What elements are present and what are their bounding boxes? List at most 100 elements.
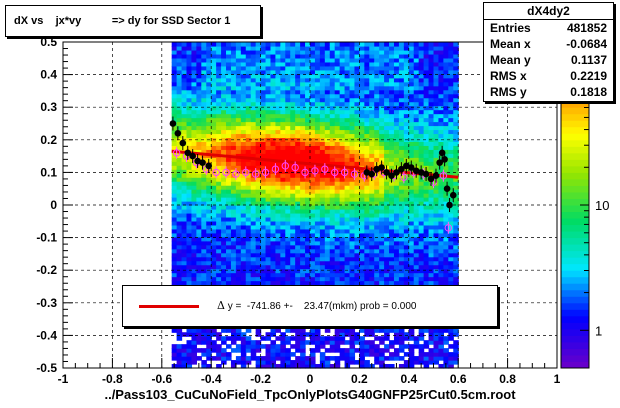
heatmap-cell [433, 272, 440, 278]
heatmap-cell [300, 109, 306, 115]
black-point [174, 129, 182, 137]
heatmap-cell [226, 197, 232, 202]
heatmap-cell [240, 256, 247, 262]
heatmap-cell [334, 129, 341, 135]
heatmap-cell [438, 328, 444, 333]
heatmap-cell [448, 121, 454, 127]
heatmap-cell [260, 344, 267, 349]
heatmap-cell [369, 117, 375, 123]
heatmap-cell [230, 201, 237, 206]
heatmap-cell [418, 232, 425, 238]
heatmap-cell [334, 201, 341, 206]
heatmap-cell [221, 280, 227, 286]
heatmap-cell [211, 81, 217, 87]
heatmap-cell [339, 129, 346, 135]
heatmap-cell [389, 89, 395, 95]
heatmap-cell [196, 252, 202, 258]
heatmap-cell [423, 125, 430, 131]
heatmap-cell [310, 105, 316, 111]
heatmap-cell [245, 153, 252, 158]
heatmap-cell [191, 117, 197, 123]
heatmap-cell [181, 332, 188, 337]
stats-row-rms-x: RMS x 0.2219 [484, 68, 613, 84]
heatmap-cell [319, 133, 326, 139]
heatmap-cell [181, 109, 188, 115]
heatmap-cell [280, 57, 286, 63]
heatmap-cell [270, 248, 277, 254]
x-tick-label: 0 [307, 372, 314, 386]
heatmap-cell [176, 201, 183, 206]
heatmap-cell [171, 260, 178, 266]
heatmap-cell [433, 356, 440, 361]
heatmap-cell [250, 42, 257, 47]
heatmap-cell [171, 205, 178, 210]
heatmap-cell [216, 45, 222, 51]
palette-band [561, 107, 589, 115]
heatmap-cell [359, 344, 365, 349]
heatmap-cell [443, 352, 449, 357]
heatmap-cell [270, 161, 277, 166]
heatmap-cell [428, 205, 435, 210]
heatmap-cell [250, 57, 257, 63]
heatmap-cell [260, 236, 267, 242]
heatmap-cell [196, 109, 202, 115]
heatmap-cell [364, 53, 370, 59]
heatmap-cell [181, 185, 188, 190]
heatmap-cell [344, 141, 351, 146]
heatmap-cell [191, 61, 197, 67]
heatmap-cell [260, 42, 267, 47]
heatmap-cell [240, 356, 247, 361]
heatmap-cell [408, 185, 415, 190]
heatmap-cell [300, 117, 306, 123]
heatmap-cell [181, 260, 188, 266]
heatmap-cell [191, 240, 197, 246]
heatmap-cell [423, 153, 430, 158]
heatmap-cell [384, 264, 390, 270]
heatmap-cell [443, 121, 449, 127]
heatmap-cell [384, 348, 390, 353]
heatmap-cell [196, 228, 202, 234]
heatmap-cell [245, 53, 252, 59]
heatmap-cell [413, 101, 420, 107]
heatmap-cell [443, 252, 449, 258]
heatmap-cell [364, 117, 370, 123]
heatmap-cell [285, 153, 291, 158]
heatmap-cell [408, 61, 415, 67]
heatmap-cell [285, 232, 291, 238]
heatmap-cell [250, 117, 257, 123]
heatmap-cell [438, 77, 444, 83]
heatmap-cell [408, 69, 415, 75]
heatmap-cell [369, 236, 375, 242]
heatmap-cell [290, 208, 296, 214]
heatmap-cell [389, 181, 395, 186]
heatmap-cell [206, 85, 212, 91]
heatmap-cell [438, 348, 444, 353]
heatmap-cell [374, 328, 380, 333]
heatmap-cell [310, 280, 316, 286]
heatmap-cell [240, 280, 247, 286]
heatmap-cell [265, 77, 272, 83]
heatmap-cell [290, 224, 296, 230]
heatmap-cell [221, 85, 227, 91]
heatmap-cell [364, 272, 370, 278]
heatmap-cell [211, 173, 217, 178]
heatmap-cell [334, 149, 341, 154]
heatmap-cell [364, 216, 370, 222]
heatmap-cell [270, 117, 277, 123]
heatmap-cell [211, 121, 217, 127]
heatmap-cell [305, 260, 311, 266]
heatmap-cell [339, 133, 346, 139]
heatmap-cell [334, 141, 341, 146]
heatmap-cell [226, 77, 232, 83]
heatmap-cell [384, 232, 390, 238]
heatmap-cell [235, 232, 242, 238]
heatmap-cell [374, 125, 380, 131]
heatmap-cell [413, 93, 420, 99]
heatmap-cell [285, 177, 291, 182]
heatmap-cell [339, 42, 346, 47]
heatmap-cell [211, 264, 217, 270]
heatmap-cell [191, 129, 197, 135]
heatmap-cell [300, 280, 306, 286]
heatmap-cell [389, 260, 395, 266]
heatmap-cell [413, 125, 420, 131]
